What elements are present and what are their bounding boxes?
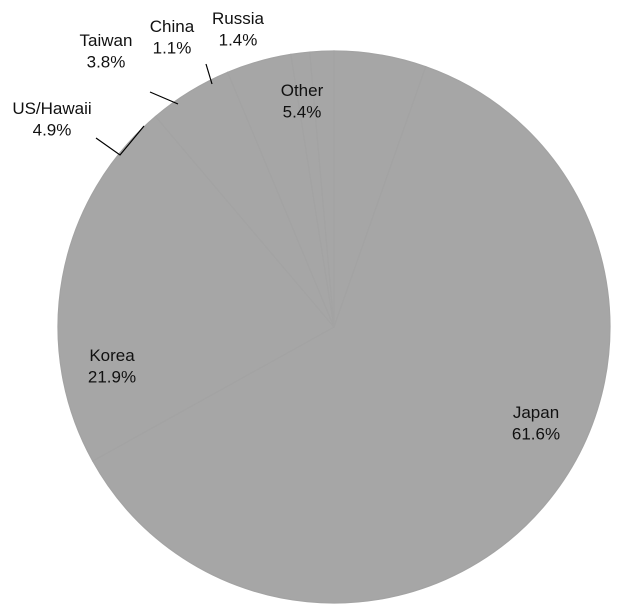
slice-percent-russia: 1.4% xyxy=(219,30,258,49)
slice-percent-japan: 61.6% xyxy=(512,424,560,443)
slices-layer xyxy=(57,50,611,604)
slice-name-japan: Japan xyxy=(513,403,559,422)
slice-name-taiwan: Taiwan xyxy=(80,31,133,50)
slice-name-russia: Russia xyxy=(212,9,265,28)
leader-line-taiwan xyxy=(149,91,179,105)
slice-percent-korea: 21.9% xyxy=(88,367,136,386)
slice-percent-taiwan: 3.8% xyxy=(87,52,126,71)
pie-slice-korea xyxy=(57,115,335,462)
data-label-korea: Korea 21.9% xyxy=(88,346,136,386)
leader-line-us-hawaii xyxy=(95,125,145,156)
data-label-taiwan: Taiwan 3.8% xyxy=(80,31,133,71)
slice-name-other: Other xyxy=(281,81,324,100)
pie-slice-japan xyxy=(91,65,611,604)
data-label-russia: Russia 1.4% xyxy=(212,9,265,49)
data-label-japan: Japan 61.6% xyxy=(512,403,560,443)
leader-line-china xyxy=(205,63,213,85)
labels-layer: Other 5.4% Japan 61.6% Korea 21.9% US/Hawaii 4.… xyxy=(12,9,560,443)
pie-slice-russia xyxy=(309,50,335,328)
leader-lines-layer xyxy=(95,63,213,156)
slice-name-korea: Korea xyxy=(89,346,135,365)
slice-name-china: China xyxy=(150,17,195,36)
slice-percent-us-hawaii: 4.9% xyxy=(33,120,72,139)
data-label-other: Other 5.4% xyxy=(281,81,324,121)
slice-percent-other: 5.4% xyxy=(283,102,322,121)
slice-percent-china: 1.1% xyxy=(153,38,192,57)
data-label-china: China 1.1% xyxy=(150,17,195,57)
slice-name-us-hawaii: US/Hawaii xyxy=(12,99,91,118)
data-label-us-hawaii: US/Hawaii 4.9% xyxy=(12,99,91,139)
